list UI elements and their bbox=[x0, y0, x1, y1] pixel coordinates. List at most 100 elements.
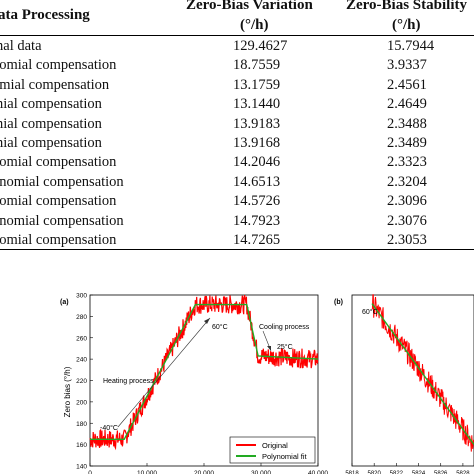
cell-stability: 3.9337 bbox=[387, 57, 427, 74]
cell-variation: 13.1440 bbox=[233, 96, 281, 113]
annotation-cooling: Cooling process bbox=[259, 324, 310, 331]
series-fit-line bbox=[371, 303, 474, 446]
table-row: mial compensation 13.1440 2.4649 bbox=[0, 95, 474, 114]
annotation-heating: Heating process bbox=[103, 378, 154, 385]
cell-method: nomial compensation bbox=[0, 154, 117, 171]
y-tick-label: 140 bbox=[76, 464, 87, 471]
y-tick-label: 180 bbox=[76, 421, 87, 428]
cell-stability: 2.3076 bbox=[387, 212, 427, 229]
annotation-minus40: -40°C bbox=[100, 424, 118, 432]
panel-a-ylabel: Zero bias (°/h) bbox=[63, 366, 72, 417]
x-tick-label: 5818 bbox=[345, 471, 359, 474]
table-row: ynomial compensation 14.6513 2.3204 bbox=[0, 173, 474, 192]
figure: (a) Zero bias (°/h) 140 160 180 200 220 240 26… bbox=[60, 293, 474, 474]
annotation-25c: 25°C bbox=[277, 343, 293, 351]
header-stability: Zero-Bias Stability bbox=[346, 0, 467, 13]
cell-stability: 15.7944 bbox=[387, 38, 435, 54]
cell-stability: 2.3489 bbox=[387, 135, 427, 151]
cell-variation: 14.7265 bbox=[233, 232, 281, 248]
cell-method: inal data bbox=[0, 38, 42, 54]
bottom-rule bbox=[0, 249, 474, 250]
cell-method: omial compensation bbox=[0, 76, 110, 93]
x-tick-label: 40,000 bbox=[308, 470, 328, 474]
table-row: mial compensation 13.9183 2.3488 bbox=[0, 115, 474, 134]
table-row: mial compensation 13.9168 2.3489 bbox=[0, 134, 474, 153]
y-tick-label: 160 bbox=[76, 442, 87, 449]
panel-b-plot-area bbox=[371, 294, 474, 452]
table-row: nomial compensation 14.5726 2.3096 bbox=[0, 192, 474, 211]
x-tick-label: 0 bbox=[88, 470, 92, 474]
table-row: nomial compensation 18.7559 3.9337 bbox=[0, 56, 474, 75]
cell-stability: 2.4561 bbox=[387, 76, 427, 93]
header-method: ata Processing bbox=[0, 7, 90, 23]
cell-variation: 13.9168 bbox=[233, 135, 281, 151]
table-row: inal data 129.4627 15.7944 bbox=[0, 37, 474, 56]
cell-method: mial compensation bbox=[0, 115, 102, 132]
cell-method: mial compensation bbox=[0, 135, 102, 151]
series-original-line bbox=[89, 294, 319, 451]
cell-stability: 2.3488 bbox=[387, 115, 427, 132]
y-tick-label: 300 bbox=[76, 293, 87, 300]
header-rule bbox=[0, 35, 474, 36]
panel-b-frame bbox=[351, 294, 474, 467]
x-tick-label: 5824 bbox=[412, 471, 426, 474]
cell-variation: 18.7559 bbox=[233, 57, 281, 74]
panel-b-x-axis: 5818 5820 5822 5824 5826 5828 bbox=[345, 463, 470, 474]
panel-a-x-axis: 0 10,000 20,000 30,000 40,000 bbox=[88, 463, 328, 474]
y-tick-label: 220 bbox=[76, 378, 87, 385]
x-tick-label: 30,000 bbox=[251, 470, 271, 474]
header-variation: Zero-Bias Variation bbox=[186, 0, 313, 13]
cell-method: nomial compensation bbox=[0, 57, 117, 74]
cell-method: nomial compensation bbox=[0, 232, 117, 248]
cell-variation: 13.1759 bbox=[233, 76, 281, 93]
y-tick-label: 260 bbox=[76, 335, 87, 342]
cell-stability: 2.3204 bbox=[387, 173, 427, 190]
cell-stability: 2.4649 bbox=[387, 96, 427, 113]
y-tick-label: 240 bbox=[76, 357, 87, 364]
cell-method: ynomial compensation bbox=[0, 212, 124, 229]
table-row: ynomial compensation 14.7923 2.3076 bbox=[0, 212, 474, 231]
panel-a: (a) Zero bias (°/h) 140 160 180 200 220 240 26… bbox=[60, 293, 328, 474]
header-variation-unit: (°/h) bbox=[240, 17, 269, 33]
series-fit-line bbox=[90, 303, 319, 441]
panel-a-legend: Original Polynomial fit bbox=[229, 436, 316, 464]
x-tick-label: 10,000 bbox=[137, 470, 157, 474]
table-row: nomial compensation 14.2046 2.3323 bbox=[0, 153, 474, 172]
heating-arrow bbox=[117, 317, 211, 428]
x-tick-label: 20,000 bbox=[194, 470, 214, 474]
cell-stability: 2.3096 bbox=[387, 193, 427, 210]
cell-variation: 14.2046 bbox=[233, 154, 281, 171]
heating-arrow-head bbox=[204, 318, 210, 324]
table-row: omial compensation 13.1759 2.4561 bbox=[0, 76, 474, 95]
series-original-line bbox=[371, 294, 474, 452]
panel-a-plot-area bbox=[89, 294, 319, 451]
cell-method: nomial compensation bbox=[0, 193, 117, 210]
cell-variation: 129.4627 bbox=[233, 38, 288, 54]
cell-stability: 2.3323 bbox=[387, 154, 427, 171]
annotation-60c: 60°C bbox=[212, 323, 228, 331]
header-stability-unit: (°/h) bbox=[392, 17, 421, 33]
annotation-b-60c: 60°C bbox=[362, 308, 378, 316]
cell-variation: 14.7923 bbox=[233, 212, 281, 229]
cell-variation: 13.9183 bbox=[233, 115, 281, 132]
y-tick-label: 200 bbox=[76, 399, 87, 406]
x-tick-label: 5828 bbox=[456, 471, 470, 474]
cell-method: mial compensation bbox=[0, 96, 102, 113]
table-row: nomial compensation 14.7265 2.3053 bbox=[0, 231, 474, 250]
cell-variation: 14.5726 bbox=[233, 193, 281, 210]
legend-box bbox=[229, 436, 316, 464]
y-tick-label: 280 bbox=[76, 314, 87, 321]
x-tick-label: 5826 bbox=[434, 471, 448, 474]
x-tick-label: 5822 bbox=[390, 471, 404, 474]
cell-variation: 14.6513 bbox=[233, 173, 281, 190]
legend-fit-label: Polynomial fit bbox=[262, 452, 308, 461]
x-tick-label: 5820 bbox=[368, 471, 382, 474]
panel-a-label: (a) bbox=[60, 299, 69, 306]
cooling-arrow-head bbox=[267, 346, 271, 351]
legend-original-label: Original bbox=[262, 441, 288, 450]
cell-stability: 2.3053 bbox=[387, 232, 427, 248]
cell-method: ynomial compensation bbox=[0, 173, 124, 190]
panel-b: (b) 5818 5820 5822 5824 5826 5828 60°C bbox=[334, 294, 474, 474]
panel-b-label: (b) bbox=[334, 299, 343, 306]
panel-a-y-axis: 140 160 180 200 220 240 260 280 300 bbox=[76, 293, 93, 471]
